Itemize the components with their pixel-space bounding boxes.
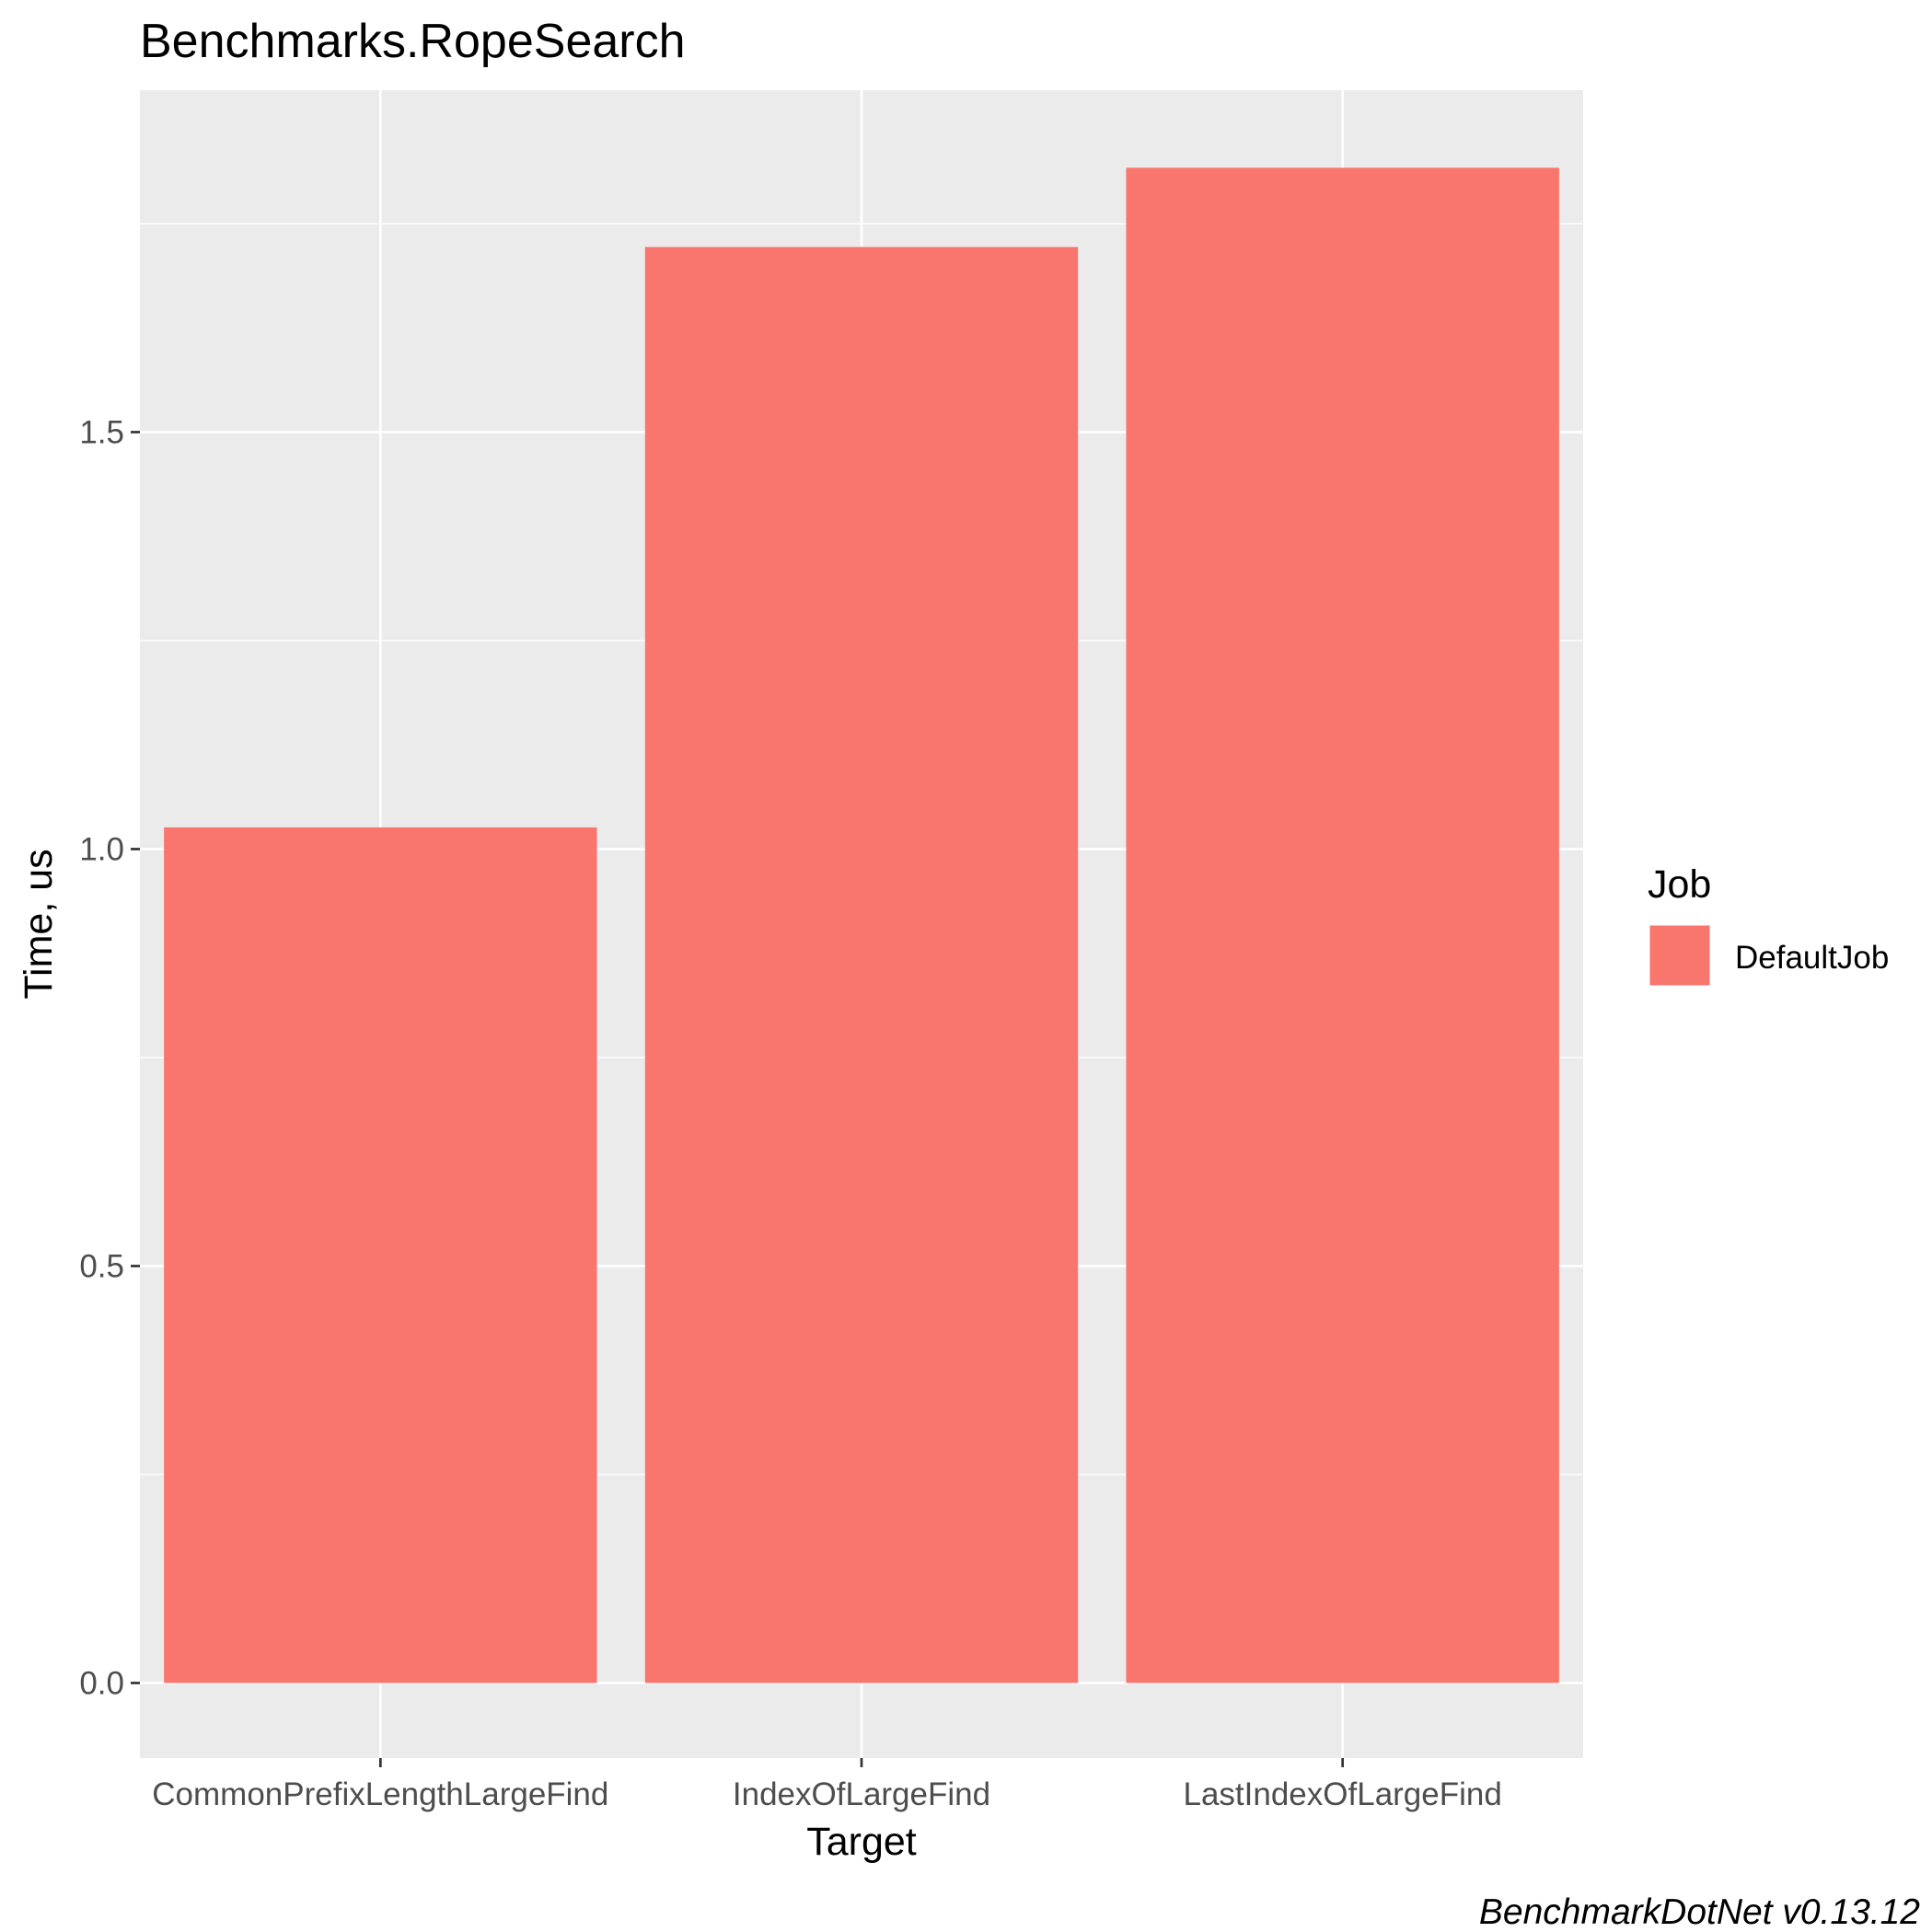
legend: Job DefaultJob [1647,862,1889,989]
caption: BenchmarkDotNet v0.13.12 [1479,1892,1920,1932]
x-axis-title: Target [806,1820,917,1864]
legend-title: Job [1648,862,1711,907]
y-axis: 0.0 0.5 1.0 1.5 [79,414,140,1701]
y-axis-title: Time, us [17,849,61,999]
y-tick-label: 1.5 [79,414,124,450]
bar-CommonPrefixLengthLargeFind [164,827,597,1683]
x-axis: CommonPrefixLengthLargeFind IndexOfLargeF… [152,1758,1502,1812]
x-tick-label: LastIndexOfLargeFind [1184,1776,1502,1812]
legend-key-defaultjob [1647,922,1713,989]
y-tick-label: 0.0 [79,1665,124,1701]
bar-LastIndexOfLargeFind [1126,168,1559,1683]
bar-IndexOfLargeFind [644,247,1079,1683]
bars [164,168,1559,1683]
legend-label-defaultjob: DefaultJob [1735,940,1889,976]
x-tick-label: CommonPrefixLengthLargeFind [152,1776,608,1812]
y-tick-label: 0.5 [79,1248,124,1284]
x-tick-label: IndexOfLargeFind [733,1776,990,1812]
y-tick-label: 1.0 [79,831,124,867]
chart-title: Benchmarks.RopeSearch [140,15,686,68]
